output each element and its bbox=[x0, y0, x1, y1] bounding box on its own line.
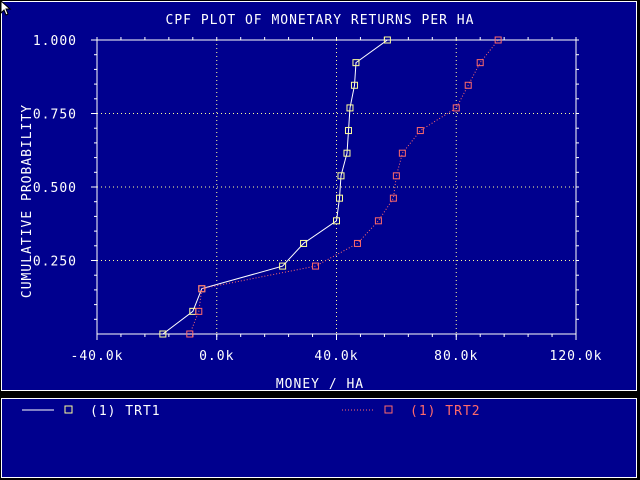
series-1-point bbox=[344, 127, 352, 135]
series-2-point bbox=[374, 217, 382, 225]
cpf-chart: CPF PLOT OF MONETARY RETURNS PER HA CUMU… bbox=[20, 13, 603, 390]
plot-layer: -40.0k 0.0k 40.0k 80.0k 120.0k 0.250 0.500 0.75… bbox=[33, 34, 603, 364]
legend-label-trt1: (1) TRT1 bbox=[90, 404, 161, 419]
y-axis-label: CUMULATIVE PROBABILITY bbox=[20, 104, 35, 298]
series-2-point bbox=[195, 307, 203, 315]
series-2-point bbox=[392, 172, 400, 180]
series-1-point bbox=[333, 217, 340, 225]
x-tick-label: 120.0k bbox=[550, 349, 603, 364]
y-tick-label: 0.500 bbox=[33, 181, 77, 196]
legend-marker-trt1 bbox=[64, 405, 73, 414]
chart-title: CPF PLOT OF MONETARY RETURNS PER HA bbox=[166, 13, 475, 28]
series-2-point bbox=[464, 81, 472, 89]
series-2-point bbox=[186, 330, 194, 338]
x-tick-label: 40.0k bbox=[314, 349, 358, 364]
series-1-point bbox=[346, 104, 354, 112]
series-1-point bbox=[337, 172, 345, 180]
legend: (1) TRT1 (1) TRT2 bbox=[22, 404, 481, 419]
series-line-2 bbox=[189, 39, 499, 335]
series-1-point bbox=[279, 262, 287, 270]
legend-panel: (1) TRT1 (1) TRT2 bbox=[1, 398, 637, 478]
legend-marker-trt2 bbox=[384, 405, 393, 414]
mouse-pointer-icon bbox=[0, 0, 12, 16]
series-1-point bbox=[300, 239, 308, 247]
series-1-point bbox=[343, 149, 351, 157]
plot-panel: CPF PLOT OF MONETARY RETURNS PER HA CUMU… bbox=[1, 1, 637, 391]
x-tick-label: -40.0k bbox=[71, 349, 124, 364]
series-2-point bbox=[312, 262, 320, 270]
series-2-point bbox=[452, 104, 460, 112]
series-1-point bbox=[352, 59, 360, 67]
series-2-point bbox=[353, 239, 361, 247]
series-2-point bbox=[389, 194, 397, 202]
series-1-point bbox=[350, 81, 358, 89]
x-axis-label: MONEY / HA bbox=[276, 377, 364, 390]
series-2-point bbox=[398, 149, 406, 157]
legend-entry-trt2: (1) TRT2 bbox=[342, 404, 481, 419]
series-line-1 bbox=[162, 39, 388, 335]
series-1-point bbox=[159, 330, 167, 338]
x-tick-label: 0.0k bbox=[199, 349, 234, 364]
series-2-point bbox=[476, 59, 484, 67]
y-tick-label: 0.250 bbox=[33, 255, 77, 270]
series-2-point bbox=[416, 127, 424, 135]
legend-label-trt2: (1) TRT2 bbox=[410, 404, 481, 419]
legend-entry-trt1: (1) TRT1 bbox=[22, 404, 161, 419]
series-2-point bbox=[494, 36, 502, 44]
series-1-point bbox=[335, 194, 343, 202]
x-tick-label: 80.0k bbox=[434, 349, 478, 364]
y-tick-label: 1.000 bbox=[33, 34, 77, 49]
series-1-point bbox=[383, 36, 391, 44]
series-2-point bbox=[198, 285, 206, 293]
y-tick-label: 0.750 bbox=[33, 108, 77, 123]
